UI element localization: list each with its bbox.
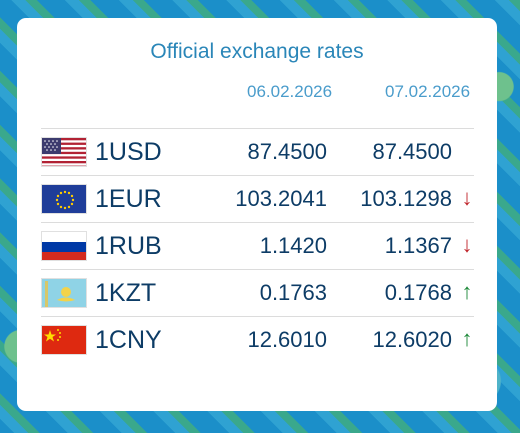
rate-row-eur: 1EUR 103.2041 103.1298 ↓: [41, 175, 474, 222]
rate-value-date-2: 1.1367: [384, 233, 452, 258]
rate-value-date-2: 12.6020: [372, 327, 452, 352]
currency-code: 1KZT: [95, 279, 157, 307]
rate-value-date-1: 12.6010: [247, 327, 327, 352]
us-flag-icon: [41, 137, 87, 167]
rate-value-date-2: 103.1298: [360, 186, 452, 211]
currency-code: 1EUR: [95, 185, 162, 213]
rate-value-date-2: 0.1768: [384, 280, 452, 305]
kz-flag-icon: [41, 278, 87, 308]
rate-value-date-1: 87.4500: [247, 139, 327, 164]
currency-code: 1USD: [95, 138, 162, 166]
trend-up-arrow-icon: ↑: [461, 326, 473, 351]
trend-down-arrow-icon: ↓: [461, 232, 473, 257]
trend-down-arrow-icon: ↓: [461, 185, 473, 210]
rates-table: 1USD 87.4500 87.4500 1EUR 103.2041: [41, 128, 474, 363]
rate-row-cny: 1CNY 12.6010 12.6020 ↑: [41, 316, 474, 363]
trend-up-arrow-icon: ↑: [461, 279, 473, 304]
exchange-rates-card: Official exchange rates 06.02.2026 07.02…: [17, 18, 497, 411]
rate-value-date-1: 0.1763: [259, 280, 327, 305]
ru-flag-icon: [41, 231, 87, 261]
widget-title: Official exchange rates: [150, 40, 364, 63]
rate-row-rub: 1RUB 1.1420 1.1367 ↓: [41, 222, 474, 269]
rate-value-date-1: 103.2041: [235, 186, 327, 211]
eu-flag-icon: [41, 184, 87, 214]
rate-row-usd: 1USD 87.4500 87.4500: [41, 128, 474, 175]
rate-value-date-1: 1.1420: [259, 233, 327, 258]
currency-code: 1RUB: [95, 232, 162, 260]
rate-row-kzt: 1KZT 0.1763 0.1768 ↑: [41, 269, 474, 316]
date-column-2: 07.02.2026: [385, 82, 471, 101]
cn-flag-icon: [41, 325, 87, 355]
date-column-1: 06.02.2026: [247, 82, 333, 101]
rate-value-date-2: 87.4500: [372, 139, 452, 164]
currency-code: 1CNY: [95, 326, 162, 354]
